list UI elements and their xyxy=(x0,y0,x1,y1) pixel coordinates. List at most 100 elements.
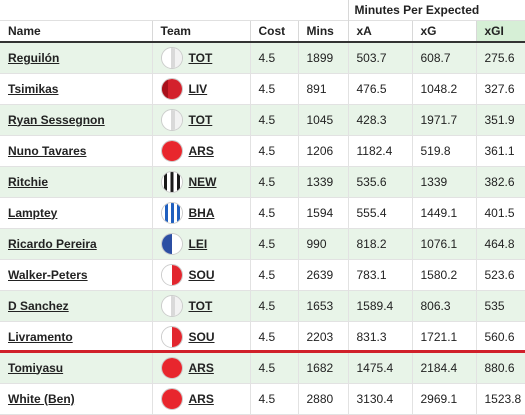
group-spacer xyxy=(298,0,348,20)
group-spacer xyxy=(0,0,152,20)
player-name-cell: Ritchie xyxy=(0,166,152,198)
table-row[interactable]: Ricardo Pereira LEI 4.5 990 818.2 1076.1… xyxy=(0,228,525,260)
xa-cell: 818.2 xyxy=(347,228,412,260)
xgi-cell: 327.6 xyxy=(475,73,525,105)
table-row[interactable]: Tsimikas LIV 4.5 891 476.5 1048.2 327.6 xyxy=(0,73,525,105)
col-header-xg[interactable]: xG xyxy=(411,19,476,43)
table-row[interactable]: White (Ben) ARS 4.5 2880 3130.4 2969.1 1… xyxy=(0,383,525,415)
table-row[interactable]: D Sanchez TOT 4.5 1653 1589.4 806.3 535 xyxy=(0,290,525,322)
ars-shirt-icon xyxy=(160,139,183,162)
col-header-cost[interactable]: Cost xyxy=(249,19,298,43)
cost-cell: 4.5 xyxy=(249,135,298,167)
team-link[interactable]: NEW xyxy=(188,174,217,189)
table-row[interactable]: Nuno Tavares ARS 4.5 1206 1182.4 519.8 3… xyxy=(0,135,525,167)
xg-cell: 1580.2 xyxy=(411,259,476,291)
team-cell: TOT xyxy=(151,290,250,322)
mins-cell: 1899 xyxy=(297,42,348,74)
player-name-link[interactable]: Tsimikas xyxy=(8,81,59,96)
table-row[interactable]: Walker-Peters SOU 4.5 2639 783.1 1580.2 … xyxy=(0,259,525,291)
team-link[interactable]: ARS xyxy=(188,360,214,375)
table-row[interactable]: Ritchie NEW 4.5 1339 535.6 1339 382.6 xyxy=(0,166,525,198)
table-row[interactable]: Tomiyasu ARS 4.5 1682 1475.4 2184.4 880.… xyxy=(0,352,525,384)
team-cell: LEI xyxy=(151,228,250,260)
mins-cell: 990 xyxy=(297,228,348,260)
table-row[interactable]: Lamptey BHA 4.5 1594 555.4 1449.1 401.5 xyxy=(0,197,525,229)
xgi-cell: 535 xyxy=(475,290,525,322)
xgi-cell: 560.6 xyxy=(475,321,525,353)
team-link[interactable]: TOT xyxy=(188,50,213,65)
new-shirt-icon xyxy=(160,170,183,193)
cost-cell: 4.5 xyxy=(249,259,298,291)
table-row[interactable]: Ryan Sessegnon TOT 4.5 1045 428.3 1971.7… xyxy=(0,104,525,136)
player-name-cell: Nuno Tavares xyxy=(0,135,152,167)
player-name-link[interactable]: Ricardo Pereira xyxy=(8,236,97,251)
player-name-link[interactable]: Ritchie xyxy=(8,174,49,189)
cost-cell: 4.5 xyxy=(249,290,298,322)
col-header-xgi[interactable]: xGI xyxy=(475,19,525,43)
team-link[interactable]: TOT xyxy=(188,112,213,127)
xa-cell: 1475.4 xyxy=(347,352,412,384)
tot-shirt-icon xyxy=(160,294,183,317)
player-name-link[interactable]: Nuno Tavares xyxy=(8,143,87,158)
team-cell: ARS xyxy=(151,352,250,384)
table-body: Reguilón TOT 4.5 1899 503.7 608.7 275.6 … xyxy=(0,42,525,415)
player-name-link[interactable]: Walker-Peters xyxy=(8,267,88,282)
col-header-mins[interactable]: Mins xyxy=(297,19,348,43)
team-link[interactable]: ARS xyxy=(188,143,214,158)
player-name-link[interactable]: Ryan Sessegnon xyxy=(8,112,105,127)
xa-cell: 428.3 xyxy=(347,104,412,136)
cost-cell: 4.5 xyxy=(249,104,298,136)
xg-cell: 2969.1 xyxy=(411,383,476,415)
team-cell: TOT xyxy=(151,104,250,136)
col-header-xa[interactable]: xA xyxy=(347,19,412,43)
mins-cell: 1653 xyxy=(297,290,348,322)
xgi-cell: 382.6 xyxy=(475,166,525,198)
team-link[interactable]: LIV xyxy=(188,81,208,96)
xgi-cell: 351.9 xyxy=(475,104,525,136)
xg-cell: 1048.2 xyxy=(411,73,476,105)
xg-cell: 1971.7 xyxy=(411,104,476,136)
cost-cell: 4.5 xyxy=(249,166,298,198)
table-row[interactable]: Reguilón TOT 4.5 1899 503.7 608.7 275.6 xyxy=(0,42,525,74)
team-link[interactable]: LEI xyxy=(188,236,208,251)
team-link[interactable]: SOU xyxy=(188,329,215,344)
xa-cell: 476.5 xyxy=(347,73,412,105)
team-link[interactable]: BHA xyxy=(188,205,215,220)
mins-cell: 891 xyxy=(297,73,348,105)
column-header-row: Name Team Cost Mins xA xG xGI xyxy=(0,19,525,43)
xgi-cell: 1523.8 xyxy=(475,383,525,415)
group-spacer xyxy=(250,0,298,20)
lei-shirt-icon xyxy=(160,232,183,255)
table-row[interactable]: Livramento SOU 4.5 2203 831.3 1721.1 560… xyxy=(0,321,525,353)
sou-shirt-icon xyxy=(160,263,183,286)
xa-cell: 1182.4 xyxy=(347,135,412,167)
mins-cell: 1045 xyxy=(297,104,348,136)
player-name-cell: Livramento xyxy=(0,321,152,353)
player-name-link[interactable]: Tomiyasu xyxy=(8,360,64,375)
xg-cell: 806.3 xyxy=(411,290,476,322)
mins-cell: 2639 xyxy=(297,259,348,291)
mins-cell: 2880 xyxy=(297,383,348,415)
team-link[interactable]: TOT xyxy=(188,298,213,313)
player-name-cell: Lamptey xyxy=(0,197,152,229)
player-name-link[interactable]: Livramento xyxy=(8,329,73,344)
player-name-cell: Walker-Peters xyxy=(0,259,152,291)
sou-shirt-icon xyxy=(160,325,183,348)
player-name-link[interactable]: Lamptey xyxy=(8,205,58,220)
col-header-team[interactable]: Team xyxy=(151,19,250,43)
player-name-link[interactable]: D Sanchez xyxy=(8,298,69,313)
cost-cell: 4.5 xyxy=(249,197,298,229)
xgi-cell: 464.8 xyxy=(475,228,525,260)
team-link[interactable]: ARS xyxy=(188,391,214,406)
col-header-name[interactable]: Name xyxy=(0,19,152,43)
player-name-cell: Tomiyasu xyxy=(0,352,152,384)
team-cell: SOU xyxy=(151,259,250,291)
player-name-link[interactable]: White (Ben) xyxy=(8,391,75,406)
player-name-link[interactable]: Reguilón xyxy=(8,50,60,65)
ars-shirt-icon xyxy=(160,387,183,410)
xgi-cell: 523.6 xyxy=(475,259,525,291)
xg-cell: 608.7 xyxy=(411,42,476,74)
team-link[interactable]: SOU xyxy=(188,267,215,282)
team-cell: ARS xyxy=(151,383,250,415)
